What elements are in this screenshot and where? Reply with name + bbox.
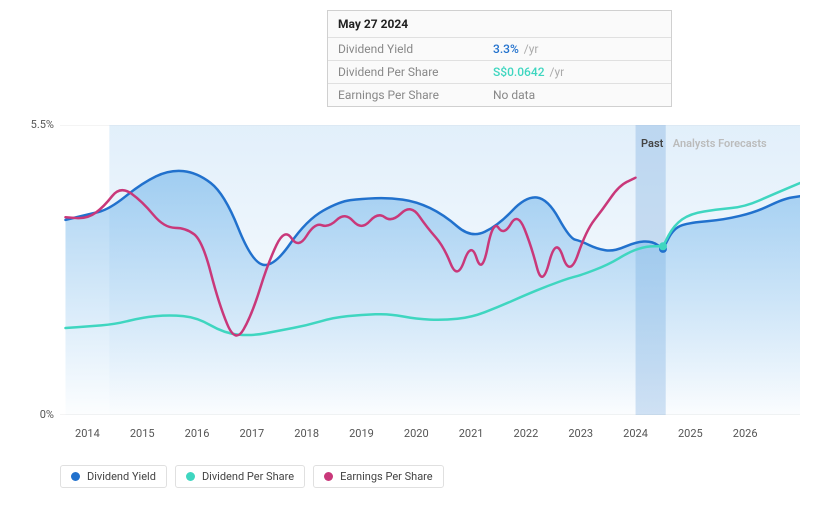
tooltip-row: Earnings Per ShareNo data (328, 84, 671, 106)
chart-legend: Dividend Yield Dividend Per Share Earnings… (60, 465, 444, 488)
x-axis-tick: 2022 (514, 427, 539, 440)
x-axis-tick: 2026 (733, 427, 758, 440)
legend-item[interactable]: Dividend Per Share (175, 465, 305, 488)
tooltip-row: Dividend Yield3.3% /yr (328, 38, 671, 61)
tooltip-row-value: 3.3% /yr (493, 42, 538, 56)
x-axis-tick: 2024 (623, 427, 648, 440)
legend-label: Dividend Per Share (202, 470, 294, 483)
tooltip-row-label: Dividend Per Share (338, 65, 493, 79)
x-axis-tick: 2014 (75, 427, 100, 440)
x-axis-tick: 2025 (678, 427, 703, 440)
legend-item[interactable]: Earnings Per Share (313, 465, 444, 488)
x-axis-tick: 2016 (185, 427, 210, 440)
x-axis-tick: 2017 (239, 427, 264, 440)
x-axis-tick: 2020 (404, 427, 429, 440)
x-axis-tick: 2023 (568, 427, 593, 440)
past-region-label: Past (641, 137, 663, 150)
forecast-region-label: Analysts Forecasts (673, 137, 767, 150)
legend-dot-icon (186, 472, 195, 481)
legend-label: Earnings Per Share (340, 470, 433, 483)
tooltip-row-label: Dividend Yield (338, 42, 493, 56)
x-axis-tick: 2015 (130, 427, 155, 440)
tooltip-row-label: Earnings Per Share (338, 88, 493, 102)
legend-dot-icon (71, 472, 80, 481)
legend-dot-icon (324, 472, 333, 481)
y-axis-tick: 5.5% (18, 118, 54, 131)
tooltip-row-value: S$0.0642 /yr (493, 65, 564, 79)
dividend-per-share-line-cutoff-dot (659, 242, 667, 250)
dividend-chart[interactable] (60, 125, 800, 415)
tooltip-row: Dividend Per ShareS$0.0642 /yr (328, 61, 671, 84)
hover-tooltip: May 27 2024 Dividend Yield3.3% /yrDivide… (327, 10, 672, 107)
x-axis-tick: 2019 (349, 427, 374, 440)
x-axis-tick: 2018 (294, 427, 319, 440)
tooltip-row-value: No data (493, 88, 535, 102)
legend-label: Dividend Yield (87, 470, 156, 483)
x-axis-tick: 2021 (459, 427, 484, 440)
y-axis-tick: 0% (18, 408, 54, 421)
legend-item[interactable]: Dividend Yield (60, 465, 167, 488)
tooltip-date: May 27 2024 (328, 11, 671, 38)
